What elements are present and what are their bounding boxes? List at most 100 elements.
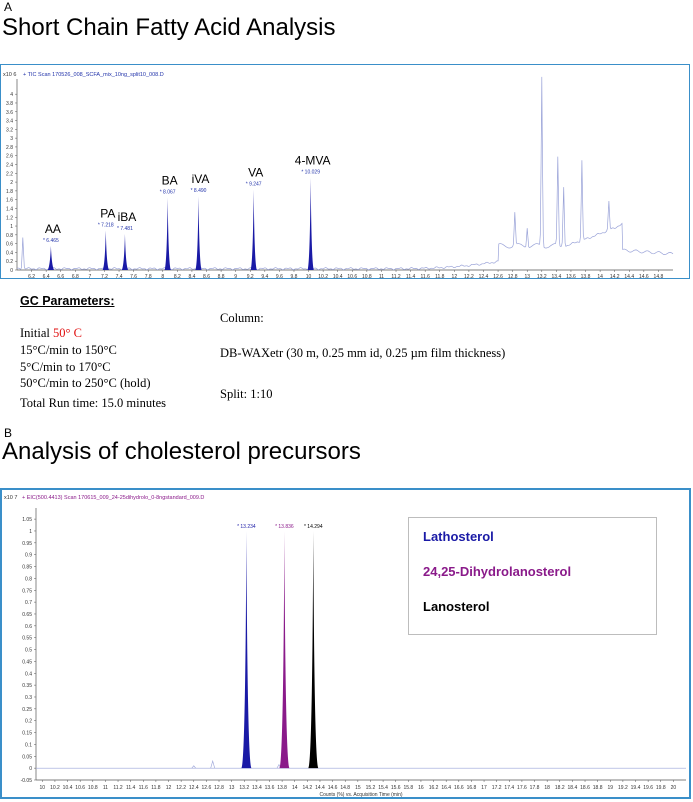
chart-a-y-tick-label: 3.2 (6, 127, 13, 133)
chart-b-x-tick-label: 16.2 (429, 785, 439, 791)
chart-a-x-tick-label: 10.6 (347, 274, 357, 278)
chart-a-y-tick-label: 1.2 (6, 215, 13, 221)
chart-b-y-tick-label: -0.05 (21, 778, 33, 784)
chart-b-y-tick-label: 0.15 (22, 731, 32, 737)
chart-a-x-tick-label: 12.6 (493, 274, 503, 278)
chart-a-x-tick-label: 8.6 (203, 274, 210, 278)
chart-b-x-tick-label: 13 (229, 785, 235, 791)
peak-4-mva-label: 4-MVA (295, 154, 331, 168)
peak-ba-rt: * 8.067 (160, 189, 176, 195)
peak-iva (195, 196, 202, 270)
chart-b-y-tick-label: 0.95 (22, 541, 32, 547)
chart-a-x-tick-label: 14 (597, 274, 603, 278)
chart-a-x-tick-label: 6.8 (72, 274, 79, 278)
chart-a-y-tick-label: 0.4 (6, 250, 13, 256)
chart-b-x-tick-label: 15.6 (391, 785, 401, 791)
gc-initial-line: Initial 50° C (20, 326, 82, 341)
chart-b-y-tick-label: 0.4 (25, 671, 32, 677)
gc-ramp-3: 50°C/min to 250°C (hold) (20, 376, 151, 390)
chart-b-x-tick-label: 19.2 (618, 785, 628, 791)
gc-ramp-2: 5°C/min to 170°C (20, 360, 111, 374)
chart-a-y-tick-label: 3.6 (6, 110, 13, 116)
chart-a-x-tick-label: 7.6 (130, 274, 137, 278)
chart-a-x-tick-label: 14.8 (654, 274, 664, 278)
chart-b-x-tick-label: 11.8 (151, 785, 161, 791)
gc-ramp-1: 15°C/min to 150°C (20, 343, 117, 357)
chart-a-y-tick-label: 2.6 (6, 154, 13, 160)
chart-b-x-tick-label: 13.4 (252, 785, 262, 791)
chart-a-x-tick-label: 14.6 (639, 274, 649, 278)
chart-b-x-tick-label: 17 (481, 785, 487, 791)
chart-a-x-tick-label: 7.8 (145, 274, 152, 278)
chart-a-plot: x10 6 + TIC Scan 170526_008_SCFA_mix_10ng… (3, 72, 674, 286)
chart-b-x-tick-label: 19.4 (631, 785, 641, 791)
peak-aa-rt: * 6.465 (43, 238, 59, 244)
chart-a-y-tick-label: 2 (10, 180, 13, 186)
legend-item-lathosterol: Lathosterol (423, 529, 494, 544)
chart-b-x-tick-label: 19.8 (656, 785, 666, 791)
chart-b-x-tick-label: 17.6 (517, 785, 527, 791)
chart-a-x-tick-label: 10.2 (318, 274, 328, 278)
chart-b-legend: Lathosterol 24,25-Dihydrolanosterol Lano… (408, 517, 657, 635)
chart-a-x-tick-label: 11 (379, 274, 384, 278)
peak-lanosterol-rt: * 14.294 (304, 524, 323, 530)
peak-aa-label: AA (45, 222, 61, 236)
panel-b-title: Analysis of cholesterol precursors (2, 438, 361, 465)
chart-b-minor-peak (210, 759, 215, 769)
chart-b-x-tick-label: 14.6 (328, 785, 338, 791)
chart-a-trace (16, 76, 674, 271)
chart-b-x-tick-label: 19.6 (643, 785, 653, 791)
chart-a-y-tick-label: 2.2 (6, 171, 13, 177)
chart-a-x-tick-label: 13 (524, 274, 530, 278)
chart-a-x-tick-label: 12.2 (464, 274, 474, 278)
peak-va-rt: * 9.247 (246, 182, 262, 188)
chart-a-x-tick-label: 13.6 (566, 274, 576, 278)
panel-a-title: Short Chain Fatty Acid Analysis (2, 14, 336, 41)
gc-parameters-heading: GC Parameters: (20, 294, 115, 308)
chart-b-y-tick-label: 0.5 (25, 648, 32, 654)
chart-b-x-tick-label: 18 (544, 785, 550, 791)
chart-b-x-tick-label: 16.4 (441, 785, 451, 791)
chart-a-y-tick-label: 3 (10, 136, 13, 142)
chart-a-y-tick-label: 2.8 (6, 145, 13, 151)
chart-a-x-tick-label: 11.6 (420, 274, 430, 278)
chart-a-x-tick-label: 10 (306, 274, 312, 278)
chart-a-x-tick-label: 6.4 (43, 274, 50, 278)
chart-a-y-tick-label: 0.8 (6, 233, 13, 239)
peak-lathosterol (241, 530, 252, 769)
chart-b-x-tick-label: 13.2 (239, 785, 249, 791)
chart-b-frame: x10 7 + EIC(500.4413) Scan 170615_009_24-… (0, 488, 691, 799)
gc-run-time: Total Run time: 15.0 minutes (20, 396, 166, 410)
chart-b-x-tick-label: 18.4 (568, 785, 578, 791)
chart-a-y-tick-label: 1.6 (6, 198, 13, 204)
peak-4-mva-rt: * 10.029 (301, 170, 320, 176)
chart-b-x-tick-label: 12.4 (189, 785, 199, 791)
chart-b-y-exponent: x10 7 (4, 495, 17, 501)
chart-b-y-tick-label: 0 (29, 766, 32, 772)
gc-split: Split: 1:10 (220, 387, 273, 401)
chart-b-y-tick-label: 0.7 (25, 600, 32, 606)
chart-b-y-tick-label: 0.3 (25, 695, 32, 701)
chart-b-y-tick-label: 1 (29, 529, 32, 535)
chart-b-scan-label: + EIC(500.4413) Scan 170615_009_24-25dih… (22, 495, 204, 501)
chart-b-x-tick-label: 10 (40, 785, 46, 791)
chart-a-y-tick-label: 1.4 (6, 206, 13, 212)
chart-a-x-tick-label: 8.2 (174, 274, 181, 278)
chart-a-y-tick-label: 3.4 (6, 119, 13, 125)
chart-a-y-tick-label: 1 (10, 224, 13, 230)
peak-4-mva (307, 177, 314, 270)
chart-b-x-tick-label: 16.6 (454, 785, 464, 791)
chart-b-y-tick-label: 0.05 (22, 754, 32, 760)
chart-a-x-tick-label: 8 (161, 274, 164, 278)
peak-pa-label: PA (100, 206, 115, 220)
chart-b-x-tick-label: 16 (418, 785, 424, 791)
chart-b-x-tick-label: 15.4 (378, 785, 388, 791)
chart-a-x-tick-label: 7.2 (101, 274, 108, 278)
gc-column-value: DB-WAXetr (30 m, 0.25 mm id, 0.25 µm fil… (220, 346, 506, 360)
chart-a-x-tick-label: 8.8 (218, 274, 225, 278)
chart-b-y-tick-label: 0.55 (22, 636, 32, 642)
chart-b-plot: x10 7 + EIC(500.4413) Scan 170615_009_24-… (4, 495, 686, 798)
chart-a-y-tick-label: 0.6 (6, 242, 13, 248)
peak-pa-rt: * 7.218 (98, 222, 114, 228)
chart-a-x-tick-label: 13.2 (537, 274, 547, 278)
